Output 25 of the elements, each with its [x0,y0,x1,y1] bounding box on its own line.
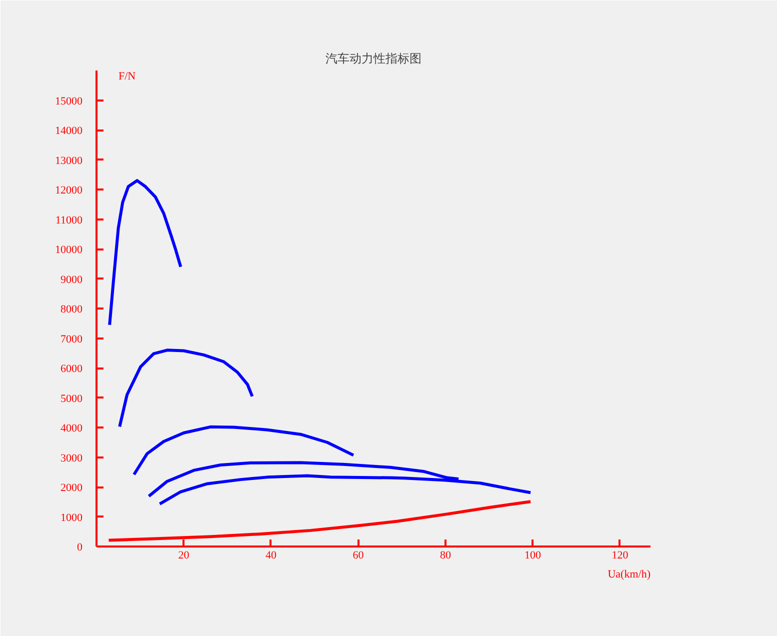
y-tick-label: 6000 [60,363,83,375]
y-tick-label: 9000 [60,274,83,286]
x-tick-label: 100 [524,550,542,562]
y-tick-label: 14000 [55,125,83,137]
x-tick-label: 60 [352,550,364,562]
y-tick-label: 5000 [60,392,83,405]
y-tick-label: 11000 [55,214,83,226]
y-tick-label: 15000 [55,95,83,108]
x-tick-label: 20 [178,550,190,562]
y-tick-label: 1000 [60,512,83,524]
y-tick-label: 7000 [60,333,83,346]
x-tick-label: 40 [265,550,277,562]
x-axis-title: Ua(km/h) [608,568,651,580]
y-tick-label: 13000 [55,154,83,167]
y-tick-label: 0 [77,542,83,554]
x-tick-label: 120 [612,550,629,562]
chart-title: 汽车动力性指标图 [326,52,422,66]
y-tick-label: 3000 [60,452,83,464]
y-tick-label: 10000 [55,244,83,256]
y-tick-label: 12000 [55,184,83,196]
y-axis-title: F/N [118,70,136,82]
y-tick-label: 2000 [60,482,83,494]
y-tick-label: 4000 [60,422,83,434]
x-tick-label: 80 [440,550,452,562]
y-tick-label: 8000 [60,304,83,316]
